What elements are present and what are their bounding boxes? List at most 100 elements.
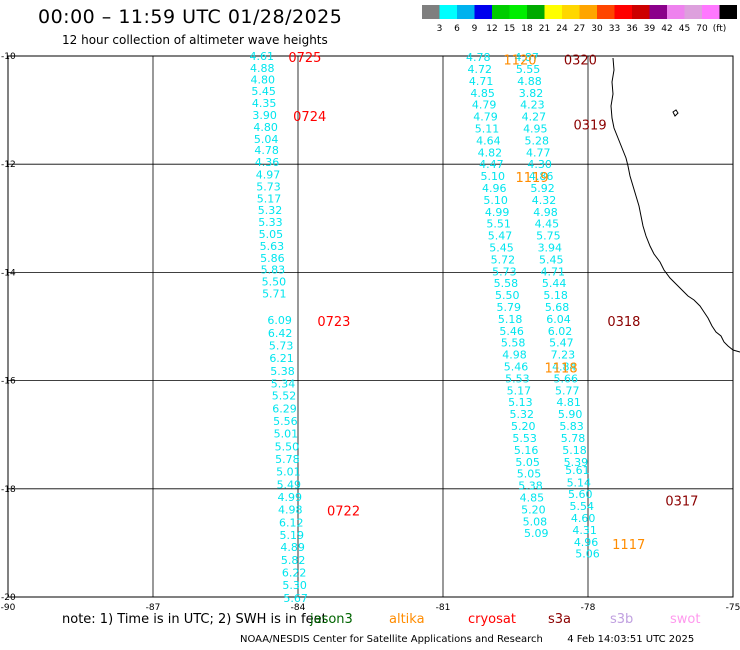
swh-value: 4.71 bbox=[469, 75, 494, 88]
lat-tick-label: -18 bbox=[1, 485, 16, 495]
swh-value: 4.78 bbox=[466, 51, 491, 64]
swh-value: 4.85 bbox=[520, 491, 545, 504]
pass-time-label: 0724 bbox=[293, 110, 326, 125]
swh-value: 5.50 bbox=[262, 276, 287, 289]
swh-value: 5.05 bbox=[515, 456, 540, 469]
island bbox=[672, 109, 679, 117]
map-grid: -90 -87 -84 -81 -78 -75 -10 -12 -14 -16 -18 -20 bbox=[1, 52, 740, 613]
swh-value: 4.31 bbox=[572, 524, 597, 537]
swh-value: 5.53 bbox=[505, 372, 530, 385]
note-text: note: 1) Time is in UTC; 2) SWH is in fe… bbox=[62, 612, 327, 627]
swh-value: 5.05 bbox=[517, 468, 542, 481]
scale-swatch bbox=[544, 5, 562, 19]
scale-label: 24 bbox=[556, 24, 568, 34]
swh-value: 5.52 bbox=[272, 390, 297, 403]
swh-value: 5.58 bbox=[494, 277, 519, 290]
swh-value: 5.18 bbox=[543, 289, 568, 302]
swh-value: 5.45 bbox=[539, 253, 564, 266]
scale-label: 15 bbox=[504, 24, 515, 34]
swh-value: 5.39 bbox=[564, 456, 589, 469]
swh-value: 4.97 bbox=[256, 168, 281, 181]
swh-value: 6.22 bbox=[282, 567, 307, 580]
swh-value: 5.16 bbox=[514, 444, 539, 457]
swh-value: 5.49 bbox=[277, 478, 302, 491]
swh-value: 4.30 bbox=[527, 158, 552, 171]
pass-time-label: 1118 bbox=[545, 362, 578, 377]
track-a: 4.614.884.805.454.353.904.805.044.784.36… bbox=[250, 50, 308, 605]
swh-value: 5.06 bbox=[575, 548, 600, 561]
swh-value: 5.58 bbox=[501, 337, 526, 350]
lat-tick-label: -12 bbox=[1, 160, 16, 170]
swh-value: 5.66 bbox=[554, 372, 579, 385]
swh-value: 5.82 bbox=[281, 554, 306, 567]
swh-value: 5.51 bbox=[486, 218, 511, 231]
swh-value: 5.61 bbox=[565, 464, 590, 477]
swh-value: 5.04 bbox=[254, 133, 279, 146]
scale-swatch bbox=[702, 5, 720, 19]
swh-value: 5.28 bbox=[525, 134, 550, 147]
swh-value: 5.47 bbox=[549, 337, 574, 350]
swh-value: 4.81 bbox=[556, 396, 581, 409]
swh-value: 5.73 bbox=[492, 265, 517, 278]
swh-value: 4.47 bbox=[479, 158, 504, 171]
swh-value: 5.90 bbox=[558, 408, 583, 421]
swh-value: 6.42 bbox=[268, 327, 293, 340]
swh-value: 5.32 bbox=[510, 408, 535, 421]
swh-value: 4.79 bbox=[472, 99, 497, 112]
lat-tick-label: -16 bbox=[1, 377, 16, 387]
swh-value: 5.38 bbox=[518, 480, 543, 493]
swh-value: 4.95 bbox=[523, 122, 548, 135]
swh-value: 4.79 bbox=[473, 111, 498, 124]
scale-swatch bbox=[509, 5, 527, 19]
swh-value: 5.20 bbox=[521, 503, 546, 516]
pass-time-label: 0725 bbox=[288, 51, 321, 66]
swh-value: 4.27 bbox=[522, 111, 547, 124]
swh-value: 4.71 bbox=[540, 265, 565, 278]
swh-value: 3.94 bbox=[538, 242, 563, 255]
swh-value: 4.99 bbox=[278, 491, 303, 504]
scale-label: 12 bbox=[486, 24, 497, 34]
scale-swatch bbox=[474, 5, 492, 19]
pass-time-label: 0317 bbox=[665, 495, 698, 510]
swh-value: 4.72 bbox=[467, 63, 492, 76]
scale-label: 18 bbox=[521, 24, 533, 34]
swh-value: 5.73 bbox=[256, 180, 281, 193]
track-c: 4.875.554.883.824.234.274.955.284.774.30… bbox=[514, 51, 599, 561]
swh-value: 4.61 bbox=[250, 50, 275, 63]
scale-swatch bbox=[562, 5, 580, 19]
swh-value: 7.23 bbox=[551, 349, 576, 362]
swh-value: 5.45 bbox=[489, 242, 514, 255]
coastline bbox=[610, 57, 740, 353]
swh-value: 5.79 bbox=[496, 301, 521, 314]
pass-time-label: 1119 bbox=[516, 171, 549, 186]
pass-time-label: 0320 bbox=[564, 54, 597, 69]
swh-value: 4.98 bbox=[502, 349, 527, 362]
swh-value: 5.67 bbox=[283, 592, 308, 605]
scale-label: 9 bbox=[472, 24, 478, 34]
mission-s3b: s3b bbox=[610, 612, 634, 627]
swh-value: 5.19 bbox=[279, 529, 304, 542]
scale-label: 42 bbox=[661, 24, 672, 34]
pass-time-label: 1117 bbox=[612, 538, 645, 553]
swh-value: 3.82 bbox=[519, 87, 544, 100]
swh-value: 4.88 bbox=[517, 75, 542, 88]
scale-label: 21 bbox=[539, 24, 550, 34]
swh-value: 4.98 bbox=[533, 206, 558, 219]
scale-swatch bbox=[667, 5, 685, 19]
swh-value: 5.17 bbox=[257, 192, 282, 205]
scale-label: 33 bbox=[609, 24, 620, 34]
scale-swatch bbox=[527, 5, 545, 19]
footer: NOAA/NESDIS Center for Satellite Applica… bbox=[240, 634, 694, 645]
swh-value: 4.60 bbox=[571, 512, 596, 525]
swh-value: 5.50 bbox=[495, 289, 520, 302]
swh-value: 6.12 bbox=[279, 516, 304, 529]
swh-value: 5.63 bbox=[260, 240, 285, 253]
swh-value: 5.11 bbox=[475, 122, 500, 135]
pass-time-label: 0723 bbox=[317, 315, 350, 330]
scale-label: 36 bbox=[626, 24, 638, 34]
swh-value: 5.55 bbox=[516, 63, 541, 76]
footer-timestamp: 4 Feb 14:03:51 UTC 2025 bbox=[567, 634, 695, 645]
swh-value: 4.84 bbox=[552, 361, 577, 374]
swh-value: 4.64 bbox=[476, 134, 501, 147]
